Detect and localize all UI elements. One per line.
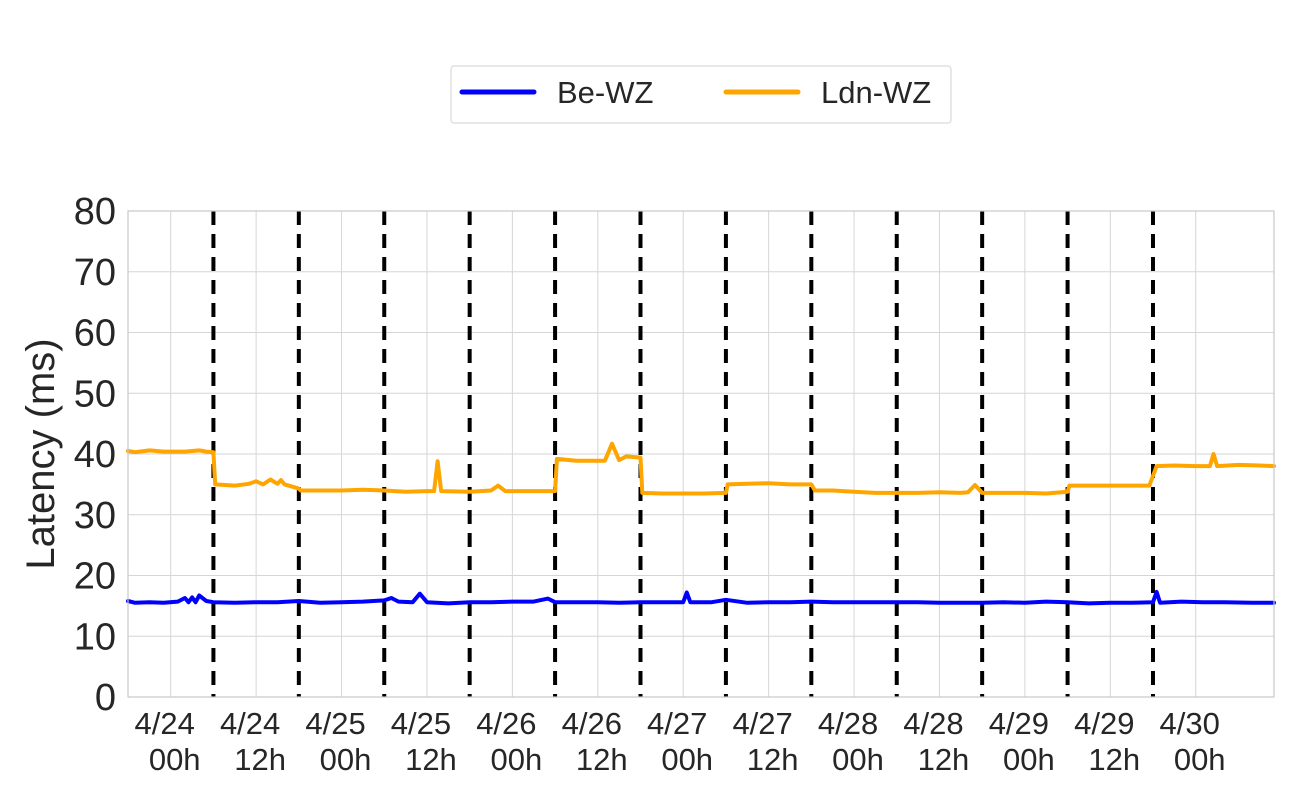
x-tick-label-date: 4/25 <box>391 706 451 741</box>
x-tick-label-hour: 12h <box>918 742 970 777</box>
dashed-markers <box>211 211 1155 697</box>
x-tick-label-hour: 12h <box>747 742 799 777</box>
x-tick-label-date: 4/27 <box>732 706 792 741</box>
y-tick-label: 20 <box>74 556 116 598</box>
x-tick-label-hour: 00h <box>832 742 884 777</box>
x-tick-label-date: 4/27 <box>647 706 707 741</box>
x-tick-label-hour: 00h <box>149 742 201 777</box>
x-tick-label-hour: 12h <box>1088 742 1140 777</box>
legend-label-be-wz: Be-WZ <box>557 75 653 110</box>
x-tick-label-date: 4/25 <box>305 706 365 741</box>
x-tick-label-hour: 00h <box>1003 742 1055 777</box>
x-tick-label-date: 4/30 <box>1160 706 1220 741</box>
x-tick-label-hour: 12h <box>234 742 286 777</box>
x-tick-labels: 4/2400h4/2412h4/2500h4/2512h4/2600h4/261… <box>135 706 1226 777</box>
x-tick-label-date: 4/29 <box>989 706 1049 741</box>
legend: Be-WZ Ldn-WZ <box>450 65 952 124</box>
x-tick-label-hour: 00h <box>661 742 713 777</box>
x-tick-label-date: 4/24 <box>135 706 195 741</box>
x-tick-label-date: 4/26 <box>476 706 536 741</box>
x-tick-label-hour: 00h <box>320 742 372 777</box>
y-tick-label: 0 <box>95 677 116 719</box>
y-tick-label: 40 <box>74 434 116 476</box>
x-tick-label-date: 4/26 <box>562 706 622 741</box>
series-line-be-wz <box>126 589 1276 606</box>
plot-frame <box>127 210 1275 698</box>
x-tick-label-hour: 12h <box>576 742 628 777</box>
x-tick-label-date: 4/28 <box>903 706 963 741</box>
y-tick-label: 70 <box>74 252 116 294</box>
x-tick-label-date: 4/24 <box>220 706 280 741</box>
y-tick-label: 10 <box>74 616 116 658</box>
y-tick-label: 80 <box>74 191 116 233</box>
legend-label-ldn-wz: Ldn-WZ <box>821 75 931 110</box>
grid <box>128 210 1274 698</box>
y-axis-label: Latency (ms) <box>19 338 63 569</box>
y-tick-label: 50 <box>74 373 116 415</box>
x-tick-label-date: 4/29 <box>1074 706 1134 741</box>
series-lines <box>126 441 1276 606</box>
legend-box <box>450 65 952 124</box>
y-tick-label: 60 <box>74 313 116 355</box>
x-tick-label-hour: 12h <box>405 742 457 777</box>
x-tick-label-hour: 00h <box>491 742 543 777</box>
series-line-ldn-wz <box>126 441 1276 496</box>
x-tick-label-hour: 00h <box>1174 742 1226 777</box>
x-tick-label-date: 4/28 <box>818 706 878 741</box>
y-tick-labels: 0 10 20 30 40 50 60 70 80 <box>74 191 116 719</box>
y-tick-label: 30 <box>74 495 116 537</box>
